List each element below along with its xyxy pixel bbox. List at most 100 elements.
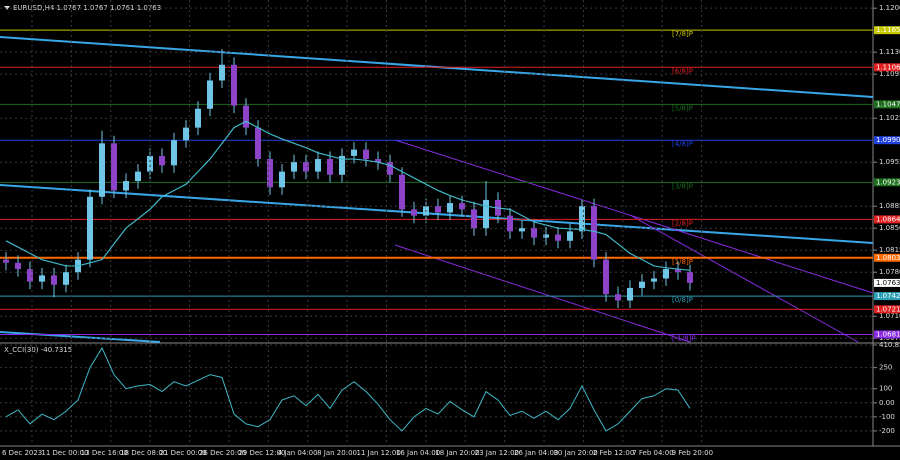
candle-body [483, 199, 489, 229]
level-price-label: 1.1165 [876, 26, 900, 34]
candle-body [291, 162, 297, 172]
level-name: [1/8]P [672, 258, 693, 266]
candle-body [555, 234, 561, 241]
candle-body [135, 171, 141, 182]
level-name: [0/8]P [672, 296, 693, 304]
x-tick-label: 2 Feb 12:00 [593, 449, 634, 457]
candle-body [411, 209, 417, 216]
candle-body [591, 206, 597, 260]
candle-body [675, 269, 681, 273]
y-tick-label: 1.0850 [879, 224, 900, 232]
candle-body [267, 159, 273, 188]
candle-body [567, 231, 573, 241]
level-price-label: 1.1106 [876, 63, 900, 71]
trend-line [0, 184, 874, 244]
candle-body [519, 228, 525, 232]
x-tick-label: 8 Jan 20:00 [317, 449, 357, 457]
candle-body [51, 275, 57, 285]
level-price-box [874, 63, 900, 72]
candle-body [639, 281, 645, 288]
candle-body [15, 262, 21, 270]
level-price-box [874, 178, 900, 187]
y-tick-label: 100 [879, 385, 892, 393]
candle-body [399, 174, 405, 210]
candle-body [27, 269, 33, 282]
candle-body [447, 203, 453, 213]
candle-body [279, 171, 285, 188]
x-tick-label: 21 Dec 00:00 [160, 449, 207, 457]
y-tick-label: 1.0710 [879, 312, 900, 320]
y-tick-label: 0.00 [879, 399, 895, 407]
level-price-label: 1.0990 [876, 136, 900, 144]
candle-body [315, 159, 321, 172]
x-tick-label: 9 Feb 20:00 [672, 449, 713, 457]
candle-body [171, 140, 177, 166]
level-price-box [874, 253, 900, 262]
candle-body [87, 196, 93, 260]
chart-title: EURUSD,H4 1.0767 1.0767 1.0761 1.0763 [13, 4, 161, 12]
candle-body [3, 259, 9, 263]
y-tick-label: 1.1025 [879, 114, 900, 122]
moving-average [5, 120, 691, 271]
level-name: [5/8]P [672, 104, 693, 112]
y-tick-label: 1.0885 [879, 202, 900, 210]
x-tick-label: 29 Dec 12:00 [238, 449, 285, 457]
candle-body [471, 209, 477, 229]
level-price-label: 1.0742 [876, 292, 900, 300]
candle-body [651, 278, 657, 282]
candle-body [531, 228, 537, 238]
level-price-label: 1.1047 [876, 100, 900, 108]
candle-body [687, 272, 693, 283]
candle-body [207, 80, 213, 109]
channel-line [629, 214, 859, 343]
x-tick-label: 18 Jan 20:00 [435, 449, 479, 457]
candle-body [387, 162, 393, 175]
candle-body [303, 162, 309, 172]
x-tick-label: 13 Dec 16:00 [81, 449, 128, 457]
y-tick-label: 1.0955 [879, 158, 900, 166]
y-tick-label: 1.1200 [879, 4, 900, 12]
candle-body [375, 159, 381, 163]
candle-body [543, 234, 549, 238]
level-name: [3/8]P [672, 182, 693, 190]
x-tick-label: 16 Jan 04:00 [396, 449, 440, 457]
candle-body [219, 64, 225, 81]
y-tick-label: -100 [879, 413, 895, 421]
x-tick-label: 18 Dec 08:00 [120, 449, 167, 457]
x-tick-label: 26 Jan 04:00 [514, 449, 558, 457]
candle-body [327, 159, 333, 175]
last-price-label: 1.0763 [876, 279, 900, 287]
channel-line [394, 244, 691, 343]
level-price-box [874, 100, 900, 109]
x-tick-label: 26 Dec 20:00 [199, 449, 246, 457]
x-tick-label: 23 Jan 12:00 [475, 449, 519, 457]
candle-body [579, 206, 585, 232]
candle-body [255, 127, 261, 160]
indicator-line [5, 346, 691, 432]
candle-body [231, 64, 237, 106]
y-tick-label: -200 [879, 427, 895, 435]
candle-body [663, 269, 669, 279]
indicator-title: X_CCI(30) -40.7315 [4, 346, 72, 354]
candle-body [507, 215, 513, 232]
y-tick-label: 1.1095 [879, 70, 900, 78]
candle-body [195, 108, 201, 128]
candle-body [39, 275, 45, 282]
candle-body [615, 294, 621, 301]
candle-body [159, 155, 165, 166]
candle-body [243, 105, 249, 128]
level-price-box [874, 26, 900, 35]
level-price-box [874, 330, 900, 339]
level-name: [6/8]P [672, 67, 693, 75]
candle-body [339, 155, 345, 175]
candle-body [363, 149, 369, 160]
y-tick-label: 250 [879, 364, 892, 372]
y-tick-label: 1.0815 [879, 246, 900, 254]
level-price-box [874, 136, 900, 145]
level-price-label: 1.0803 [876, 254, 900, 262]
y-tick-label: 1.0780 [879, 268, 900, 276]
level-price-label: 1.0923 [876, 178, 900, 186]
y-tick-label: 410.8501 [879, 341, 900, 349]
